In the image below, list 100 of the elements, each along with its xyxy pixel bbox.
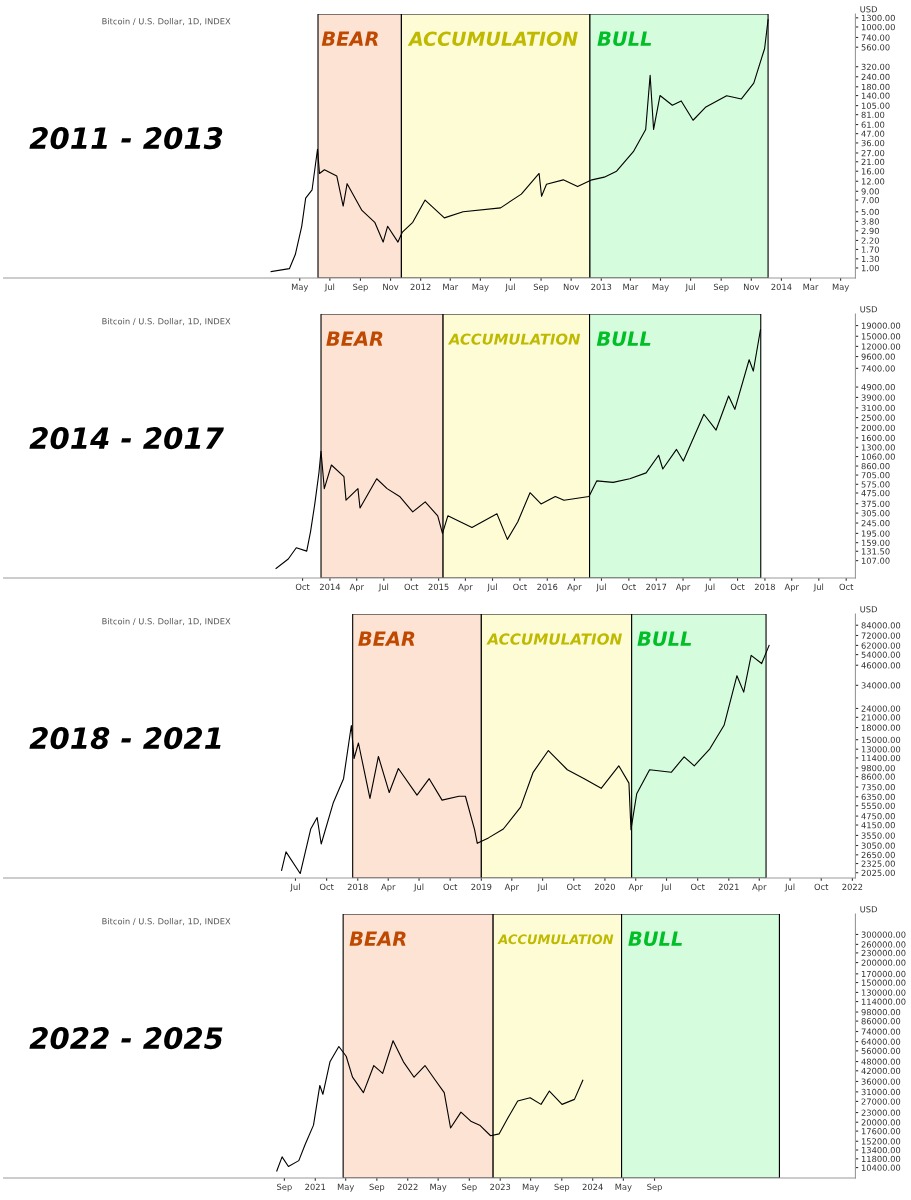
y-tick-label: 240.00	[861, 73, 890, 81]
x-tick-label: Nov	[383, 283, 399, 291]
x-tick-label: Sep	[554, 1183, 570, 1192]
x-tick-label: Jul	[487, 583, 497, 592]
x-tick-label: 2014	[771, 283, 792, 291]
y-tick-label: 230000.00	[861, 949, 906, 957]
x-tick-label: Oct	[513, 583, 527, 591]
x-tick-label: May	[615, 1183, 632, 1192]
y-tick-label: 5550.00	[861, 802, 895, 810]
y-tick-label: 11800.00	[861, 1155, 901, 1163]
chart-subtitle: Bitcoin / U.S. Dollar, 1D, INDEX	[102, 917, 231, 926]
y-tick-label: 200000.00	[861, 959, 906, 966]
y-tick-label: 21.00	[861, 158, 885, 166]
x-tick-label: Apr	[628, 883, 643, 892]
x-tick-label: 2013	[591, 283, 612, 291]
y-tick-label: 86000.00	[861, 1018, 901, 1025]
y-tick-label: 3.80	[861, 218, 879, 225]
y-tick-label: 159.00	[861, 539, 890, 546]
y-tick-label: 11400.00	[861, 754, 901, 762]
band-label: BEAR	[349, 931, 406, 946]
y-tick-label: 54000.00	[861, 651, 901, 658]
y-tick-label: 64000.00	[861, 1038, 901, 1045]
y-tick-label: 740.00	[861, 34, 890, 41]
x-tick-label: Jul	[596, 583, 606, 592]
y-tick-label: 860.00	[861, 463, 890, 470]
y-axis-title: USD	[860, 606, 877, 613]
text: 2022 - 2025	[29, 1027, 223, 1050]
x-tick-label: 2016	[537, 583, 558, 591]
chart-subtitle: Bitcoin / U.S. Dollar, 1D, INDEX	[102, 317, 231, 326]
band-label: BULL	[637, 631, 692, 647]
x-tick-label: Oct	[319, 883, 334, 891]
x-tick-label: Apr	[381, 883, 396, 892]
band-label: ACCUMULATION	[486, 633, 622, 645]
band-label: BEAR	[326, 331, 383, 346]
y-tick-label: 23000.00	[861, 1109, 901, 1116]
x-tick-label: Oct	[443, 883, 458, 891]
x-tick-label: 2014	[319, 583, 341, 591]
y-tick-label: 8600.00	[861, 773, 895, 780]
y-tick-label: 36000.00	[861, 1078, 901, 1085]
y-tick-label: 105.00	[861, 102, 890, 109]
x-tick-label: Oct	[730, 583, 745, 591]
y-tick-label: 36.00	[861, 139, 885, 147]
y-tick-label: 81.00	[861, 111, 885, 118]
y-tick-label: 260000.00	[861, 941, 906, 948]
y-tick-label: 74000.00	[861, 1028, 901, 1035]
y-tick-label: 56000.00	[861, 1047, 901, 1055]
y-tick-label: 140.00	[861, 92, 890, 99]
y-tick-label: 2500.00	[861, 414, 895, 421]
x-tick-label: Jul	[704, 583, 715, 592]
y-tick-label: 2325.00	[861, 860, 895, 867]
x-tick-label: 2021	[305, 1183, 326, 1191]
y-tick-label: 131.50	[861, 548, 890, 555]
y-tick-label: 3550.00	[861, 832, 895, 839]
x-tick-label: Oct	[622, 583, 636, 591]
y-tick-label: 1600.00	[861, 434, 895, 442]
y-tick-label: 3100.00	[861, 404, 895, 412]
x-tick-label: Apr	[567, 583, 582, 592]
y-tick-label: 13000.00	[861, 746, 901, 753]
x-tick-label: Apr	[504, 883, 520, 892]
y-tick-label: 575.00	[861, 481, 890, 488]
y-tick-label: 1.30	[861, 255, 879, 263]
y-tick-label: 705.00	[861, 472, 890, 479]
y-tick-label: 10400.00	[861, 1164, 901, 1171]
y-tick-label: 2.90	[861, 227, 879, 235]
y-tick-label: 31000.00	[861, 1088, 901, 1096]
y-tick-label: 62000.00	[861, 642, 901, 649]
y-tick-label: 195.00	[861, 530, 890, 537]
y-tick-label: 2025.00	[861, 869, 895, 876]
y-tick-label: 42000.00	[861, 1067, 901, 1075]
band-label: ACCUMULATION	[407, 31, 578, 46]
x-tick-label: May	[652, 283, 669, 292]
x-tick-label: Oct	[839, 583, 854, 591]
x-tick-label: Oct	[567, 883, 581, 891]
y-tick-label: 98000.00	[861, 1009, 901, 1016]
x-tick-label: 2018	[754, 583, 775, 591]
y-tick-label: 15200.00	[861, 1138, 901, 1145]
text: 2011 - 2013	[29, 127, 223, 150]
y-tick-label: 9600.00	[861, 353, 895, 360]
y-tick-label: 375.00	[861, 500, 890, 507]
x-tick-label: Sep	[462, 1183, 477, 1192]
y-tick-label: 12000.00	[861, 343, 901, 350]
band-label: BULL	[597, 31, 652, 47]
x-tick-label: Apr	[458, 583, 473, 592]
y-axis-title: USD	[860, 906, 877, 913]
y-tick-label: 15000.00	[861, 736, 901, 743]
x-tick-label: Jul	[813, 583, 824, 592]
x-tick-label: May	[832, 283, 849, 292]
x-tick-label: Oct	[295, 583, 310, 591]
y-tick-label: 4750.00	[861, 813, 895, 820]
y-tick-label: 4900.00	[861, 384, 895, 391]
text: 2018 - 2021	[29, 727, 221, 750]
x-tick-label: Oct	[814, 883, 829, 891]
y-tick-label: 245.00	[861, 520, 890, 527]
y-tick-label: 5.00	[861, 208, 879, 216]
chart-subtitle: Bitcoin / U.S. Dollar, 1D, INDEX	[102, 17, 231, 26]
x-tick-label: Apr	[349, 583, 364, 592]
y-tick-label: 180.00	[861, 83, 890, 91]
y-axis-title: USD	[860, 306, 877, 313]
x-tick-label: Mar	[803, 283, 819, 291]
y-tick-label: 560.00	[861, 44, 890, 51]
